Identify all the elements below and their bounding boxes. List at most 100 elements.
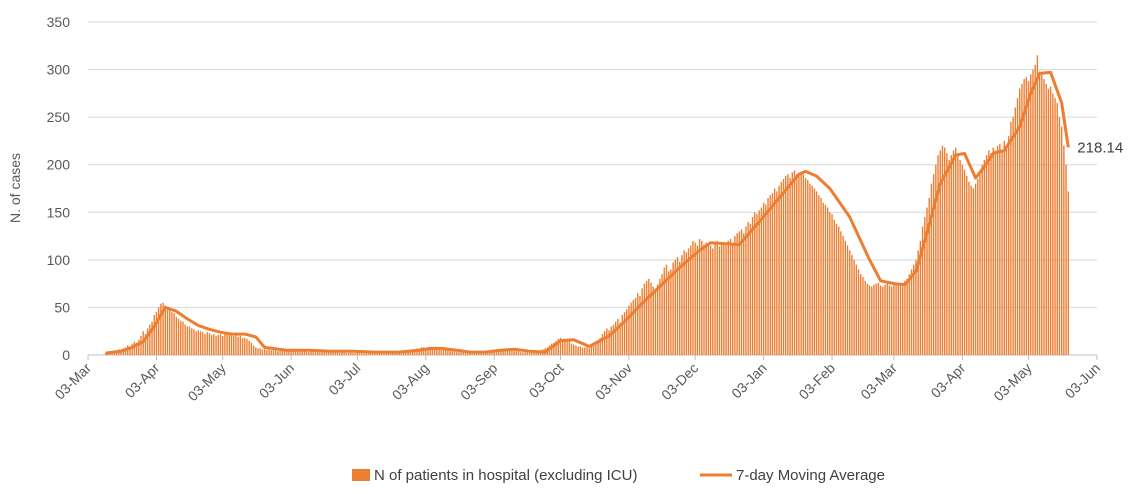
- bar: [213, 334, 215, 355]
- bar: [659, 278, 661, 355]
- y-tick-label: 300: [47, 62, 71, 78]
- moving-average-line: [105, 70, 1070, 355]
- bar: [131, 343, 133, 355]
- bar: [376, 353, 378, 355]
- bar: [924, 217, 926, 355]
- bar: [316, 351, 319, 355]
- bar: [447, 350, 449, 355]
- bar: [533, 351, 535, 355]
- bar: [233, 335, 235, 355]
- bar: [308, 352, 310, 355]
- bar: [509, 350, 511, 355]
- bar: [1054, 98, 1056, 355]
- bar: [400, 352, 403, 355]
- y-axis-label: N. of cases: [7, 153, 23, 223]
- bar: [341, 352, 343, 355]
- bar: [1001, 150, 1003, 355]
- bar: [718, 246, 721, 355]
- bar: [787, 174, 789, 355]
- bar: [504, 350, 506, 355]
- bar: [559, 337, 562, 355]
- bar: [899, 285, 902, 355]
- bar: [1045, 83, 1047, 355]
- bar: [208, 333, 211, 355]
- bar: [259, 348, 261, 355]
- bar: [522, 352, 524, 355]
- bar: [804, 178, 807, 355]
- bar: [606, 328, 608, 355]
- bar: [860, 274, 862, 355]
- bar: [520, 352, 522, 355]
- bar: [250, 342, 253, 355]
- bar: [246, 338, 248, 355]
- bar: [948, 159, 950, 355]
- bar: [228, 335, 231, 355]
- bar: [372, 353, 374, 355]
- bar: [782, 178, 785, 355]
- bar: [1047, 88, 1050, 355]
- bar: [837, 226, 840, 355]
- bar: [1005, 145, 1008, 355]
- bar: [164, 305, 166, 355]
- bar: [513, 351, 515, 355]
- bar: [104, 353, 107, 355]
- bar: [893, 284, 895, 355]
- bar: [195, 331, 197, 355]
- bar: [743, 233, 745, 355]
- bar: [981, 164, 983, 355]
- bar: [168, 309, 171, 355]
- bar: [798, 176, 800, 355]
- bar: [570, 343, 573, 355]
- bar: [303, 351, 306, 355]
- bar: [458, 352, 460, 355]
- bar: [292, 351, 295, 355]
- bar: [385, 353, 387, 355]
- bar: [685, 252, 688, 355]
- bar: [687, 248, 690, 355]
- bar: [449, 351, 451, 355]
- bar: [760, 207, 763, 355]
- bar: [842, 236, 844, 355]
- bar: [217, 335, 219, 355]
- bar: [972, 188, 975, 355]
- bar: [173, 313, 175, 355]
- bar: [983, 159, 986, 355]
- bar: [732, 242, 734, 355]
- bar: [754, 212, 756, 355]
- bar: [665, 264, 668, 355]
- bar: [758, 210, 760, 355]
- bar: [670, 269, 672, 355]
- bar: [707, 243, 710, 355]
- bar: [1021, 83, 1023, 355]
- bar: [950, 155, 952, 355]
- bar: [425, 348, 427, 355]
- bar: [511, 350, 513, 355]
- bar: [698, 238, 701, 355]
- bar: [263, 349, 266, 355]
- bar: [365, 353, 367, 355]
- bar: [462, 352, 465, 355]
- bar: [637, 293, 639, 355]
- bar: [305, 351, 308, 355]
- bar: [610, 326, 612, 355]
- bar: [714, 242, 716, 355]
- bar: [301, 351, 303, 355]
- bar: [338, 353, 341, 355]
- x-tick-label: 03-Oct: [526, 360, 567, 401]
- bar: [1043, 79, 1045, 355]
- bar: [290, 351, 292, 355]
- bar: [526, 352, 529, 355]
- bar: [720, 244, 723, 355]
- bar: [405, 351, 407, 355]
- bar: [928, 198, 930, 355]
- bar: [614, 321, 617, 355]
- bar: [144, 334, 147, 355]
- x-tick-label: 03-Jun: [256, 360, 298, 402]
- bar: [312, 351, 314, 355]
- bar: [915, 259, 917, 355]
- bar: [661, 274, 663, 355]
- bar: [310, 351, 312, 355]
- bar: [219, 334, 222, 355]
- bar: [595, 343, 597, 355]
